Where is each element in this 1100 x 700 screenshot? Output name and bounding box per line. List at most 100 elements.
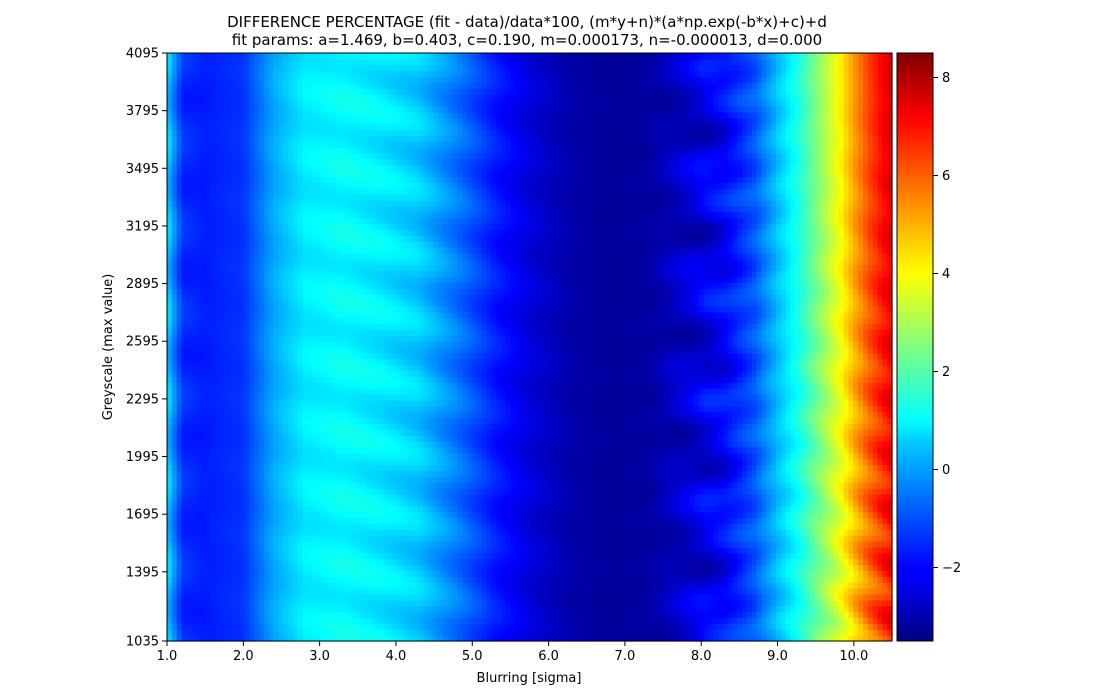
heatmap-cell — [249, 364, 255, 372]
heatmap-cell — [215, 423, 221, 430]
heatmap-cell — [200, 458, 207, 466]
heatmap-cell — [345, 194, 352, 201]
heatmap-cell — [312, 552, 318, 560]
heatmap-cell — [283, 358, 289, 366]
heatmap-cell — [191, 446, 197, 454]
heatmap-cell — [234, 446, 241, 454]
heatmap-cell — [234, 176, 241, 183]
heatmap-cell — [321, 452, 328, 460]
heatmap-cell — [239, 270, 245, 278]
heatmap-cell — [321, 599, 328, 607]
heatmap-cell — [186, 64, 192, 72]
heatmap-cell — [384, 482, 390, 489]
heatmap-cell — [399, 623, 405, 630]
heatmap-cell — [360, 105, 366, 113]
heatmap-cell — [254, 541, 260, 548]
heatmap-cell — [196, 176, 202, 183]
heatmap-cell — [167, 623, 173, 630]
heatmap-cell — [384, 599, 390, 607]
heatmap-cell — [229, 576, 236, 583]
heatmap-cell — [210, 335, 216, 342]
heatmap-cell — [229, 470, 236, 477]
heatmap-cell — [321, 570, 328, 577]
heatmap-cell — [336, 476, 342, 483]
heatmap-cell — [316, 152, 323, 160]
heatmap-cell — [389, 53, 395, 60]
heatmap-cell — [394, 546, 400, 554]
heatmap-cell — [379, 82, 386, 89]
heatmap-cell — [278, 476, 284, 483]
heatmap-cell — [379, 182, 386, 189]
heatmap-cell — [215, 605, 221, 613]
heatmap-cell — [171, 270, 178, 278]
heatmap-cell — [374, 629, 381, 636]
heatmap-cell — [171, 170, 178, 178]
heatmap-cell — [331, 188, 337, 195]
heatmap-cell — [229, 341, 236, 348]
heatmap-cell — [350, 417, 357, 425]
heatmap-cell — [229, 188, 236, 195]
heatmap-cell — [321, 458, 328, 466]
heatmap-cell — [258, 611, 265, 619]
heatmap-cell — [225, 58, 231, 66]
heatmap-cell — [394, 399, 400, 407]
heatmap-cell — [384, 276, 390, 283]
heatmap-cell — [360, 182, 366, 189]
heatmap-cell — [196, 141, 202, 148]
heatmap-cell — [220, 499, 226, 507]
heatmap-cell — [263, 458, 270, 466]
heatmap-cell — [234, 364, 241, 372]
heatmap-cell — [331, 194, 337, 201]
heatmap-cell — [186, 70, 192, 78]
heatmap-cell — [283, 105, 289, 113]
heatmap-cell — [191, 305, 197, 313]
heatmap-cell — [384, 294, 390, 301]
heatmap-cell — [312, 70, 318, 78]
heatmap-cell — [341, 205, 347, 213]
heatmap-cell — [360, 588, 366, 595]
heatmap-cell — [307, 282, 313, 289]
heatmap-cell — [331, 399, 337, 407]
heatmap-cell — [331, 205, 337, 213]
heatmap-cell — [234, 88, 241, 95]
heatmap-cell — [167, 211, 173, 219]
heatmap-cell — [205, 241, 212, 248]
heatmap-cell — [292, 494, 299, 501]
heatmap-cell — [302, 611, 308, 619]
heatmap-cell — [341, 494, 347, 501]
heatmap-cell — [355, 264, 361, 272]
heatmap-cell — [287, 570, 294, 577]
heatmap-cell — [191, 388, 197, 395]
heatmap-cell — [312, 529, 318, 536]
heatmap-cell — [239, 629, 245, 636]
heatmap-cell — [273, 470, 279, 477]
heatmap-cell — [345, 270, 352, 278]
heatmap-cell — [341, 117, 347, 125]
heatmap-cell — [370, 411, 376, 419]
heatmap-cell — [234, 394, 241, 401]
heatmap-cell — [268, 411, 274, 419]
heatmap-cell — [389, 252, 395, 260]
heatmap-cell — [263, 282, 270, 289]
heatmap-cell — [297, 341, 303, 348]
heatmap-cell — [389, 599, 395, 607]
heatmap-cell — [229, 58, 236, 66]
heatmap-cell — [215, 211, 221, 219]
heatmap-cell — [268, 158, 274, 166]
heatmap-cell — [171, 358, 178, 366]
heatmap-cell — [321, 235, 328, 242]
heatmap-cell — [196, 264, 202, 272]
heatmap-cell — [336, 388, 342, 395]
heatmap-cell — [205, 270, 212, 278]
heatmap-cell — [321, 276, 328, 283]
heatmap-cell — [384, 282, 390, 289]
heatmap-cell — [403, 82, 410, 89]
heatmap-cell — [225, 53, 231, 60]
heatmap-cell — [360, 499, 366, 507]
heatmap-cell — [268, 53, 274, 60]
heatmap-cell — [350, 135, 357, 142]
heatmap-cell — [316, 347, 323, 354]
heatmap-cell — [336, 158, 342, 166]
heatmap-cell — [191, 535, 197, 542]
heatmap-cell — [171, 429, 178, 436]
